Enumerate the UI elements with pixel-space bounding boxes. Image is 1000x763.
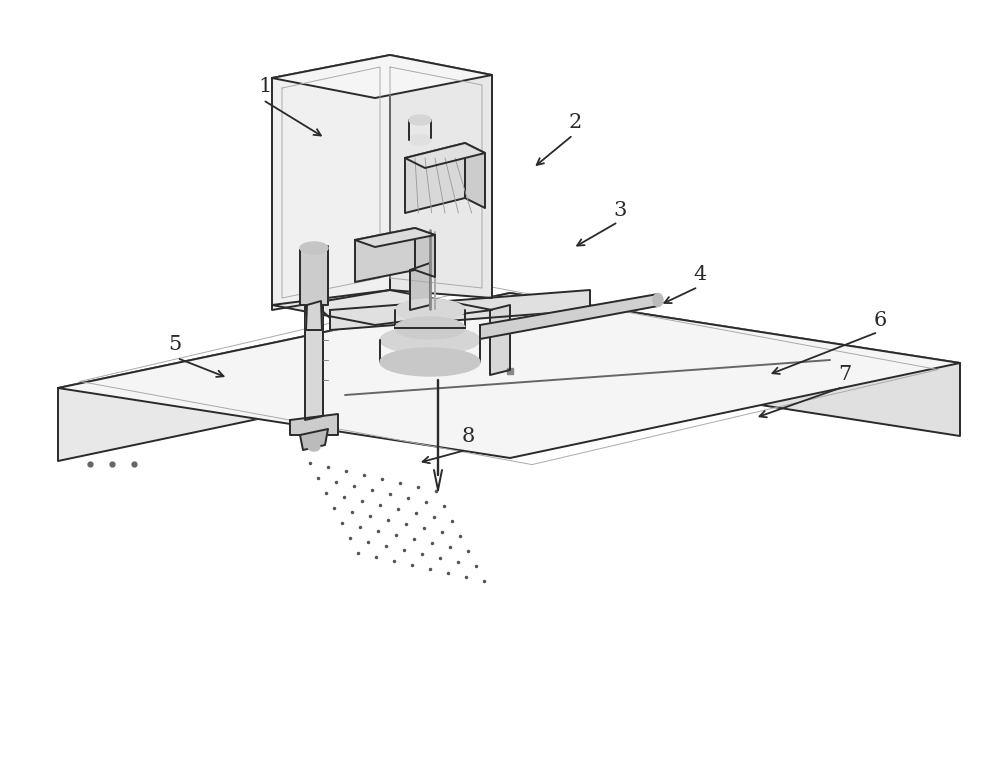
Polygon shape (465, 143, 485, 208)
Text: 1: 1 (258, 78, 272, 96)
Ellipse shape (395, 317, 465, 339)
Polygon shape (330, 290, 590, 330)
Polygon shape (415, 228, 435, 277)
Polygon shape (355, 228, 415, 282)
Polygon shape (272, 290, 492, 325)
Text: 6: 6 (873, 311, 887, 330)
Polygon shape (510, 293, 960, 436)
Ellipse shape (300, 242, 328, 254)
Ellipse shape (395, 299, 465, 321)
Polygon shape (405, 143, 485, 168)
Polygon shape (300, 429, 328, 450)
Text: 4: 4 (693, 266, 707, 285)
Text: 7: 7 (838, 365, 852, 385)
Polygon shape (58, 293, 510, 461)
Ellipse shape (653, 294, 663, 307)
Polygon shape (480, 294, 658, 339)
Text: 5: 5 (168, 336, 182, 355)
Polygon shape (272, 55, 390, 310)
Polygon shape (490, 305, 510, 375)
Polygon shape (410, 263, 430, 310)
Text: 3: 3 (613, 201, 627, 220)
Polygon shape (306, 301, 322, 330)
Polygon shape (390, 55, 492, 298)
Ellipse shape (380, 326, 480, 354)
Polygon shape (405, 143, 465, 213)
Ellipse shape (308, 443, 320, 451)
Text: 8: 8 (461, 427, 475, 446)
Ellipse shape (380, 348, 480, 376)
Text: 2: 2 (568, 112, 582, 131)
Polygon shape (290, 414, 338, 435)
Polygon shape (58, 293, 960, 458)
Ellipse shape (409, 135, 431, 145)
Ellipse shape (409, 115, 431, 125)
Polygon shape (272, 55, 492, 98)
Polygon shape (300, 246, 328, 305)
Polygon shape (305, 296, 323, 420)
Polygon shape (355, 228, 435, 247)
